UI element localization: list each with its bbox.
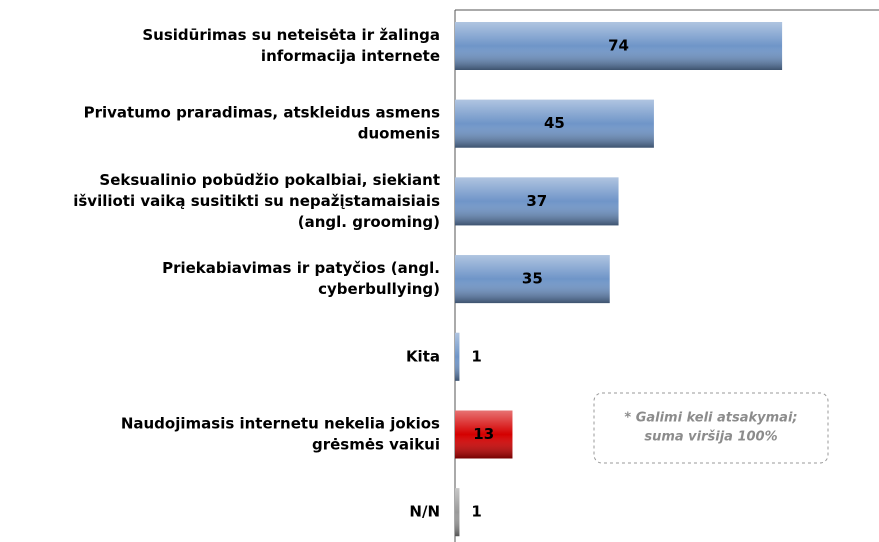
value-label: 37: [526, 192, 547, 210]
note-box: [593, 392, 829, 464]
category-label: Seksualinio pobūdžio pokalbiai, siekiant: [99, 171, 440, 189]
category-label: cyberbullying): [318, 280, 440, 298]
category-label: duomenis: [358, 125, 440, 143]
category-label: Kita: [406, 347, 440, 365]
category-label: Susidūrimas su neteisėta ir žalinga: [142, 26, 440, 44]
bar-shade: [455, 332, 460, 381]
value-label: 1: [471, 347, 481, 365]
value-label: 45: [544, 114, 565, 132]
bar-shade: [455, 99, 654, 148]
value-label: 35: [522, 270, 543, 288]
bar-shade: [455, 488, 460, 537]
value-label: 74: [608, 37, 629, 55]
value-label: 1: [471, 503, 481, 521]
category-label: N/N: [409, 503, 440, 521]
value-label: 13: [473, 425, 494, 443]
bar-shade: [455, 255, 610, 304]
category-label: Naudojimasis internetu nekelia jokios: [121, 415, 440, 433]
note-text: * Galimi keli atsakymai;: [624, 411, 797, 426]
category-label: (angl. grooming): [298, 213, 440, 231]
note-text: suma viršija 100%: [644, 430, 777, 445]
category-label: Privatumo praradimas, atskleidus asmens: [84, 104, 440, 122]
bar-shade: [455, 410, 513, 459]
category-label: išvilioti vaiką susitikti su nepažįstama…: [73, 192, 440, 210]
category-label: Priekabiavimas ir patyčios (angl.: [162, 259, 440, 277]
bar-shade: [455, 177, 619, 226]
category-label: informacija internete: [261, 47, 440, 65]
category-label: grėsmės vaikui: [312, 436, 440, 454]
bar-shade: [455, 22, 783, 70]
